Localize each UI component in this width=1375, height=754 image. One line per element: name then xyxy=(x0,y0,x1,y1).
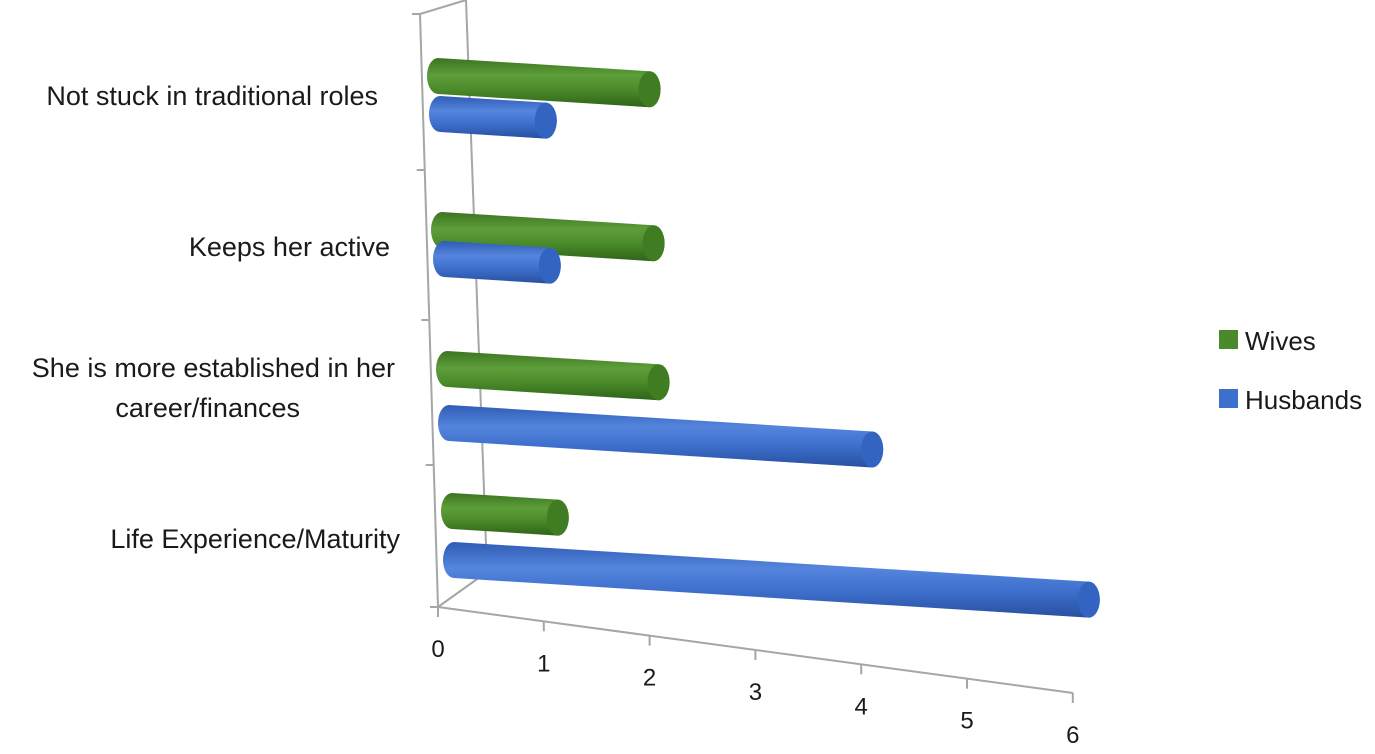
value-tick-label-6: 6 xyxy=(1066,722,1079,749)
category-label-1: Not stuck in traditional roles xyxy=(46,81,378,111)
category-label-4: Life Experience/Maturity xyxy=(110,524,400,554)
bar-husbands-3-body xyxy=(438,405,884,468)
category-axis-ticks xyxy=(412,13,438,608)
category-label-2: Keeps her active xyxy=(189,232,390,262)
value-tick-label-0: 0 xyxy=(431,636,444,663)
bars xyxy=(427,58,1100,618)
bar-wives-4 xyxy=(441,493,569,536)
bar-wives-1-cap xyxy=(638,71,661,108)
value-tick-label-3: 3 xyxy=(749,679,762,706)
bar-husbands-3-cap xyxy=(861,431,884,468)
value-axis-ticks xyxy=(437,607,1074,703)
bar-wives-3 xyxy=(436,351,670,401)
category-label-3-line-2: career/finances xyxy=(115,393,300,423)
bar-wives-1-body xyxy=(427,58,661,108)
bar-husbands-4-body xyxy=(443,542,1100,618)
legend-swatch-husbands xyxy=(1219,389,1238,408)
bar-husbands-2-cap xyxy=(538,247,561,284)
legend: Wives Husbands xyxy=(1219,326,1362,415)
bar-wives-1 xyxy=(427,58,661,108)
back-wall-left-edge xyxy=(419,13,439,608)
value-tick-label-4: 4 xyxy=(855,693,868,720)
bar-wives-4-cap xyxy=(546,499,569,536)
bar-wives-4-body xyxy=(441,493,569,536)
bar-husbands-1-cap xyxy=(534,102,557,139)
legend-label-husbands: Husbands xyxy=(1245,385,1362,415)
bar-wives-2-cap xyxy=(642,225,665,262)
bar-husbands-1-body xyxy=(429,96,557,139)
bar-wives-3-body xyxy=(436,351,670,401)
category-label-3-line-1: She is more established in her xyxy=(32,353,395,383)
bar-husbands-2 xyxy=(433,241,561,284)
bar-husbands-3 xyxy=(438,405,884,468)
bar-husbands-4-cap xyxy=(1077,581,1100,618)
value-tick-label-2: 2 xyxy=(643,665,656,692)
legend-label-wives: Wives xyxy=(1245,326,1316,356)
value-axis-tick-labels: 0 1 2 3 4 5 6 xyxy=(431,636,1079,749)
back-wall-top-edge xyxy=(419,0,467,15)
bar-wives-3-cap xyxy=(647,364,670,401)
legend-swatch-wives xyxy=(1219,330,1238,349)
value-tick-label-1: 1 xyxy=(537,650,550,677)
bar-husbands-4 xyxy=(443,542,1100,618)
bar-husbands-1 xyxy=(429,96,557,139)
category-labels: Not stuck in traditional roles Keeps her … xyxy=(32,81,401,554)
bar-husbands-2-body xyxy=(433,241,561,284)
value-tick-label-5: 5 xyxy=(960,708,973,735)
